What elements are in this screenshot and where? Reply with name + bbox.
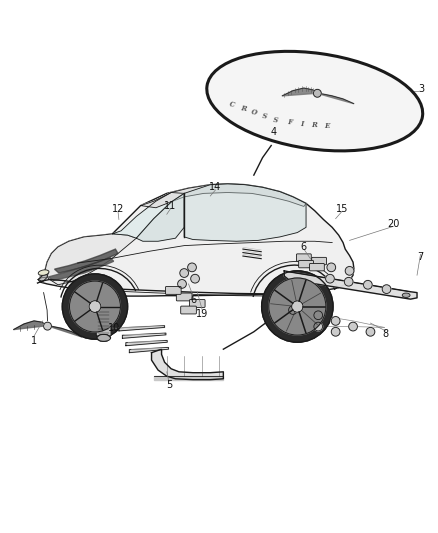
Circle shape xyxy=(180,269,188,277)
FancyBboxPatch shape xyxy=(312,257,326,265)
FancyBboxPatch shape xyxy=(299,261,314,268)
Text: E: E xyxy=(324,123,330,131)
Text: 10: 10 xyxy=(108,324,120,333)
Circle shape xyxy=(269,278,326,335)
FancyBboxPatch shape xyxy=(96,310,111,336)
Text: C: C xyxy=(229,100,236,109)
Polygon shape xyxy=(47,326,82,337)
Text: 11: 11 xyxy=(164,201,177,212)
Polygon shape xyxy=(48,258,114,280)
Polygon shape xyxy=(119,326,165,331)
Circle shape xyxy=(191,274,199,283)
Polygon shape xyxy=(54,249,118,273)
Polygon shape xyxy=(317,93,354,104)
Circle shape xyxy=(331,327,340,336)
Text: 7: 7 xyxy=(417,252,424,262)
Text: F: F xyxy=(287,118,292,127)
Ellipse shape xyxy=(38,270,49,276)
FancyBboxPatch shape xyxy=(310,263,324,271)
Circle shape xyxy=(314,90,321,97)
Text: R: R xyxy=(311,121,317,129)
Polygon shape xyxy=(122,333,166,338)
Circle shape xyxy=(364,280,372,289)
Polygon shape xyxy=(126,341,167,346)
Polygon shape xyxy=(152,349,223,379)
Circle shape xyxy=(261,271,333,342)
Polygon shape xyxy=(113,192,184,238)
Circle shape xyxy=(70,281,120,332)
Text: 15: 15 xyxy=(336,204,348,214)
Ellipse shape xyxy=(402,293,410,297)
Text: 20: 20 xyxy=(387,219,399,229)
Text: I: I xyxy=(300,120,304,128)
Text: 4: 4 xyxy=(270,127,276,138)
Circle shape xyxy=(314,311,322,320)
Polygon shape xyxy=(14,321,47,329)
FancyBboxPatch shape xyxy=(181,306,196,314)
Text: R: R xyxy=(240,104,247,114)
Circle shape xyxy=(292,301,303,312)
Ellipse shape xyxy=(97,334,111,341)
Circle shape xyxy=(62,274,127,339)
Text: 3: 3 xyxy=(418,84,424,94)
Circle shape xyxy=(325,274,334,283)
FancyBboxPatch shape xyxy=(166,287,181,294)
Circle shape xyxy=(345,266,354,275)
Polygon shape xyxy=(282,88,317,96)
Polygon shape xyxy=(136,193,184,241)
Polygon shape xyxy=(154,376,223,379)
Text: S: S xyxy=(273,116,279,125)
Polygon shape xyxy=(284,271,417,299)
Circle shape xyxy=(327,263,336,272)
Circle shape xyxy=(314,322,322,331)
Ellipse shape xyxy=(207,51,423,151)
Polygon shape xyxy=(39,271,48,282)
Circle shape xyxy=(89,301,101,312)
Circle shape xyxy=(366,327,375,336)
FancyBboxPatch shape xyxy=(189,300,205,308)
Text: 5: 5 xyxy=(166,380,172,390)
Text: 1: 1 xyxy=(31,336,37,346)
Text: 8: 8 xyxy=(383,329,389,339)
Text: 14: 14 xyxy=(209,182,222,192)
Polygon shape xyxy=(39,184,354,296)
Polygon shape xyxy=(45,234,136,285)
Circle shape xyxy=(44,322,51,330)
Polygon shape xyxy=(141,184,306,208)
Circle shape xyxy=(331,317,340,325)
Circle shape xyxy=(289,305,297,314)
Text: 19: 19 xyxy=(196,309,208,319)
Polygon shape xyxy=(129,348,169,353)
FancyBboxPatch shape xyxy=(177,293,192,301)
Circle shape xyxy=(344,277,353,286)
Text: S: S xyxy=(262,112,268,121)
Circle shape xyxy=(178,279,186,288)
Text: 6: 6 xyxy=(191,295,197,305)
FancyBboxPatch shape xyxy=(297,254,311,261)
Circle shape xyxy=(349,322,357,331)
Circle shape xyxy=(382,285,391,294)
Text: 6: 6 xyxy=(301,242,307,252)
Text: O: O xyxy=(250,109,258,117)
Text: 12: 12 xyxy=(112,204,124,214)
Circle shape xyxy=(187,263,196,272)
Polygon shape xyxy=(184,184,306,241)
